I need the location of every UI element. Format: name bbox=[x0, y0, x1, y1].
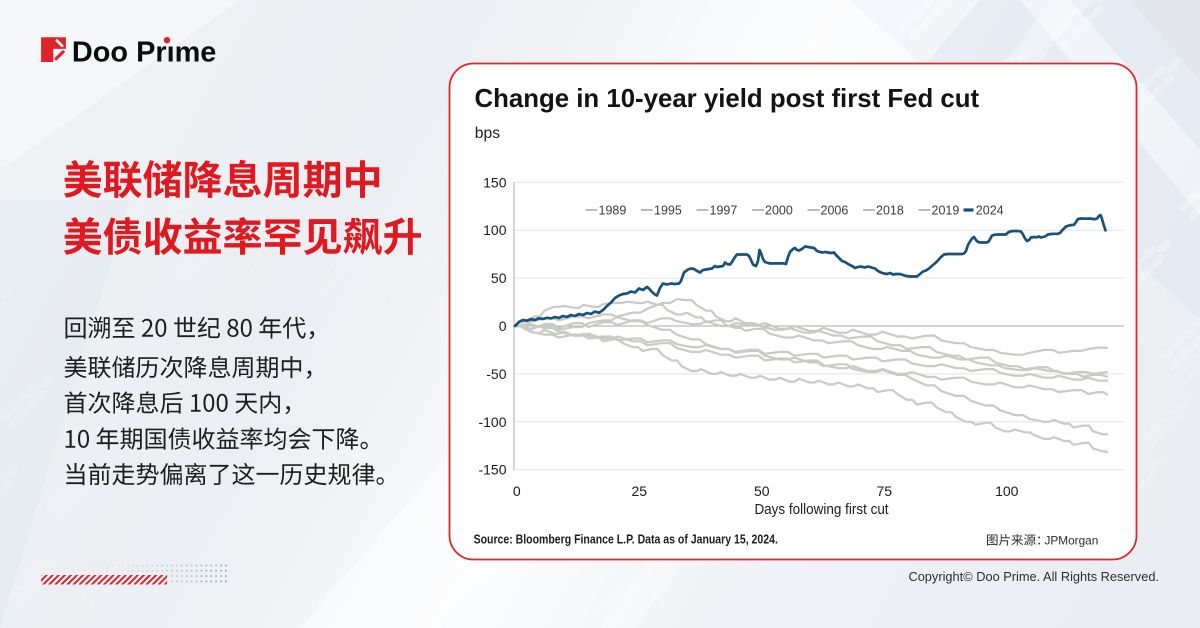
svg-text:Source: Bloomberg Finance L.P.: Source: Bloomberg Finance L.P. Data as o… bbox=[474, 531, 778, 546]
svg-text:Days following first cut: Days following first cut bbox=[754, 501, 888, 518]
svg-text:JPMorgan: JPMorgan bbox=[1045, 534, 1099, 548]
svg-text:2024: 2024 bbox=[976, 204, 1004, 218]
svg-text:2000: 2000 bbox=[765, 204, 793, 218]
svg-text:50: 50 bbox=[754, 483, 770, 499]
svg-text:-100: -100 bbox=[478, 414, 506, 430]
svg-text:Doo Prıme: Doo Prıme bbox=[72, 37, 216, 69]
svg-text:50: 50 bbox=[491, 270, 507, 286]
svg-text:Copyright© Doo Prime. All Righ: Copyright© Doo Prime. All Rights Reserve… bbox=[908, 569, 1159, 584]
svg-text:-50: -50 bbox=[486, 366, 506, 382]
svg-text:2018: 2018 bbox=[876, 204, 904, 218]
svg-text:2006: 2006 bbox=[821, 204, 849, 218]
svg-text:25: 25 bbox=[632, 483, 648, 499]
svg-text:150: 150 bbox=[483, 174, 507, 190]
svg-text:2019: 2019 bbox=[932, 204, 960, 218]
svg-text:1995: 1995 bbox=[654, 204, 682, 218]
svg-text:bps: bps bbox=[475, 125, 500, 142]
svg-text:0: 0 bbox=[499, 318, 507, 334]
svg-text:75: 75 bbox=[877, 483, 893, 499]
svg-text:0: 0 bbox=[513, 483, 521, 499]
svg-text:1997: 1997 bbox=[710, 204, 738, 218]
svg-text:100: 100 bbox=[995, 483, 1019, 499]
svg-text:Change in 10-year yield post f: Change in 10-year yield post first Fed c… bbox=[475, 85, 980, 113]
svg-text:100: 100 bbox=[483, 222, 507, 238]
svg-text:1989: 1989 bbox=[599, 204, 627, 218]
svg-text:-150: -150 bbox=[478, 462, 506, 478]
